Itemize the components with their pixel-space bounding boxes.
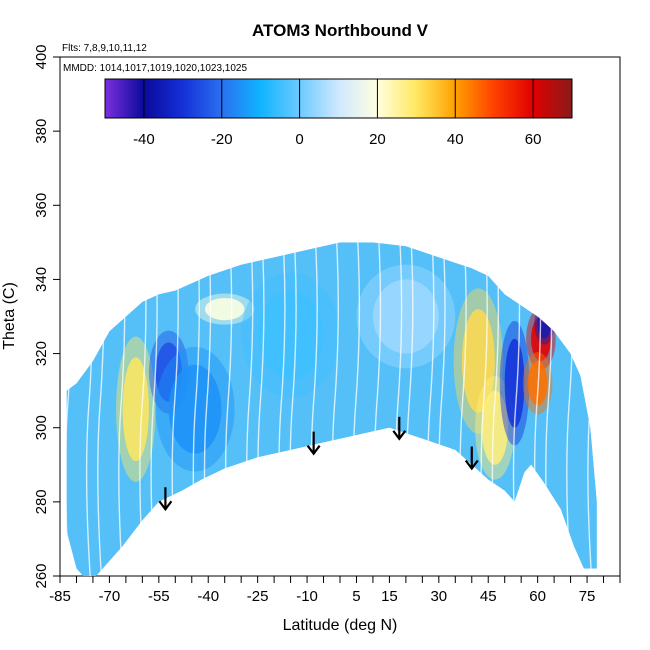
y-tick-label: 360 — [33, 193, 50, 218]
y-axis: 260 280 300 320 340 360 380 400 — [33, 44, 60, 589]
colorbar-tick-label: 20 — [369, 131, 386, 148]
y-tick-label: 300 — [33, 415, 50, 440]
x-tick-label: 60 — [529, 588, 546, 605]
marker-arrow — [306, 431, 321, 456]
colorbar: -40 -20 0 20 40 60 — [104, 78, 573, 148]
feature-core — [122, 357, 149, 462]
marker-arrow — [158, 487, 173, 512]
x-tick-label: 75 — [579, 588, 596, 605]
colorbar-tick-label: -20 — [211, 131, 233, 148]
y-tick-label: 260 — [33, 563, 50, 588]
x-tick-label: -25 — [247, 588, 269, 605]
marker-arrow — [392, 416, 407, 441]
colorbar-ticks: -40 -20 0 20 40 60 — [133, 79, 541, 148]
colorbar-tick-label: -40 — [133, 131, 155, 148]
x-tick-label: -55 — [148, 588, 170, 605]
feature-core — [204, 297, 245, 321]
flights-annotation: Flts: 7,8,9,10,11,12 — [62, 43, 147, 54]
x-tick-label: -85 — [49, 588, 71, 605]
x-tick-label: 30 — [430, 588, 447, 605]
colorbar-tick-label: 60 — [525, 131, 542, 148]
y-tick-label: 340 — [33, 267, 50, 292]
arrows-layer — [158, 416, 479, 512]
y-tick-label: 380 — [33, 119, 50, 144]
x-tick-label: 45 — [480, 588, 497, 605]
x-tick-label: -40 — [197, 588, 219, 605]
feature-core — [481, 390, 508, 465]
marker-arrow — [464, 446, 479, 471]
colorbar-tick-label: 0 — [295, 131, 303, 148]
data-layer — [66, 242, 597, 576]
y-tick-label: 320 — [33, 341, 50, 366]
feature-core — [372, 279, 439, 354]
y-tick-label: 400 — [33, 44, 50, 69]
colorbar-tick-label: 40 — [447, 131, 464, 148]
x-tick-label: -10 — [296, 588, 318, 605]
feature-core — [257, 290, 324, 380]
x-axis: -85 -70 -55 -40 -25 -10 5 15 30 45 60 75 — [49, 576, 621, 605]
x-axis-label: Latitude (deg N) — [283, 617, 398, 634]
y-axis-label: Theta (C) — [1, 282, 18, 350]
x-tick-label: 5 — [352, 588, 360, 605]
x-tick-label: -70 — [99, 588, 121, 605]
chart-title: ATOM3 Northbound V — [252, 21, 429, 40]
dates-annotation: MMDD: 1014,1017,1019,1020,1023,1025 — [63, 63, 247, 74]
feature-core — [504, 338, 525, 428]
colorbar-gradient — [104, 78, 573, 119]
y-tick-label: 280 — [33, 489, 50, 514]
x-tick-label: 15 — [381, 588, 398, 605]
